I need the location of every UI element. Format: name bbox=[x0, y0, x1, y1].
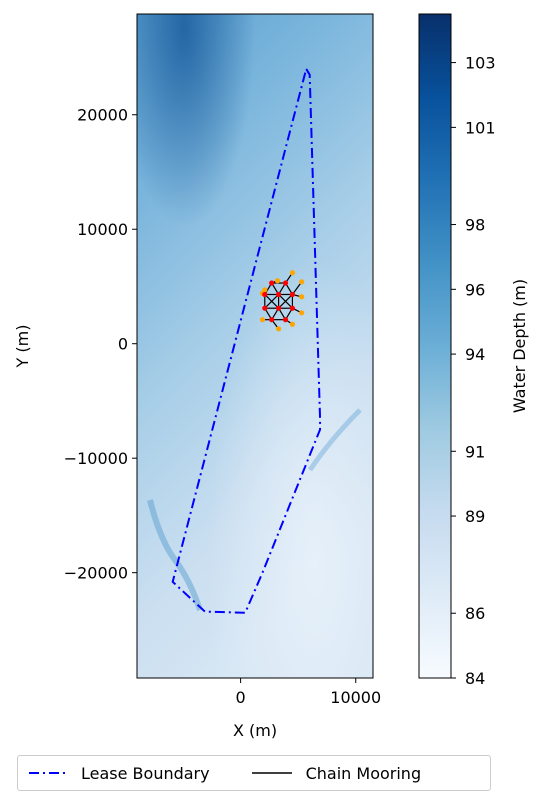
turbine-point bbox=[282, 280, 289, 286]
colorbar-tick-label: 91 bbox=[465, 442, 485, 461]
anchor-point bbox=[299, 294, 305, 300]
lease-boundary-layer bbox=[171, 68, 322, 614]
colorbar-tick-label: 98 bbox=[465, 216, 485, 235]
anchor-point bbox=[276, 326, 282, 332]
turbine-point bbox=[262, 305, 268, 311]
colorbar-tick-label: 94 bbox=[465, 345, 485, 364]
dashdot-line-swatch bbox=[29, 772, 69, 774]
anchor-point bbox=[299, 279, 305, 285]
colorbar-tick-label: 96 bbox=[465, 280, 485, 299]
legend-label-chain-mooring: Chain Mooring bbox=[305, 763, 422, 783]
y-axis: 20000 10000 0 −10000 −20000 bbox=[64, 106, 137, 583]
colorbar bbox=[418, 13, 452, 679]
chain-mooring-line bbox=[278, 294, 293, 309]
legend-item-lease-boundary: Lease Boundary bbox=[27, 764, 210, 783]
anchor-point bbox=[289, 321, 296, 327]
turbine-point bbox=[289, 291, 296, 298]
y-tick-label: 20000 bbox=[77, 106, 128, 125]
x-axis: 0 10000 bbox=[236, 678, 381, 707]
colorbar-label: Water Depth (m) bbox=[510, 279, 529, 413]
turbine-point bbox=[282, 317, 289, 323]
turbine-point bbox=[269, 317, 275, 323]
y-tick-label: −10000 bbox=[64, 449, 128, 468]
colorbar-tick-label: 84 bbox=[465, 669, 485, 688]
anchor-point bbox=[299, 310, 305, 316]
chain-mooring-line bbox=[291, 281, 303, 295]
x-tick-label: 0 bbox=[236, 688, 246, 707]
turbine-point bbox=[269, 280, 275, 286]
y-tick-label: −20000 bbox=[64, 564, 128, 583]
y-tick-label: 10000 bbox=[77, 220, 128, 239]
colorbar-tick-label: 103 bbox=[465, 54, 496, 73]
bathymetry-heatmap bbox=[137, 14, 373, 678]
colorbar-tick-label: 89 bbox=[465, 507, 485, 526]
anchor-point bbox=[259, 317, 266, 323]
legend-item-chain-mooring: Chain Mooring bbox=[250, 763, 422, 783]
anchor-point bbox=[274, 278, 281, 284]
turbine-point bbox=[276, 291, 282, 298]
turbine-point bbox=[276, 305, 282, 311]
x-tick-label: 10000 bbox=[330, 688, 381, 707]
colorbar-axis: 84 86 89 91 94 96 98 101 103 bbox=[451, 54, 496, 688]
chain-mooring-line bbox=[264, 294, 280, 309]
anchor-point bbox=[289, 270, 296, 276]
legend: Lease Boundary Chain Mooring bbox=[17, 755, 491, 791]
plot-area bbox=[136, 13, 374, 679]
colorbar-tick-label: 101 bbox=[465, 118, 496, 137]
turbine-point bbox=[262, 291, 268, 298]
x-axis-label: X (m) bbox=[233, 721, 277, 740]
turbine-layer bbox=[262, 280, 296, 323]
solid-line-swatch bbox=[251, 772, 292, 774]
legend-label-lease-boundary: Lease Boundary bbox=[81, 763, 210, 783]
y-tick-label: 0 bbox=[118, 335, 128, 354]
lease-boundary-line bbox=[171, 68, 322, 614]
colorbar-tick-label: 86 bbox=[465, 604, 485, 623]
y-axis-label: Y (m) bbox=[13, 325, 32, 369]
turbine-point bbox=[289, 305, 296, 311]
